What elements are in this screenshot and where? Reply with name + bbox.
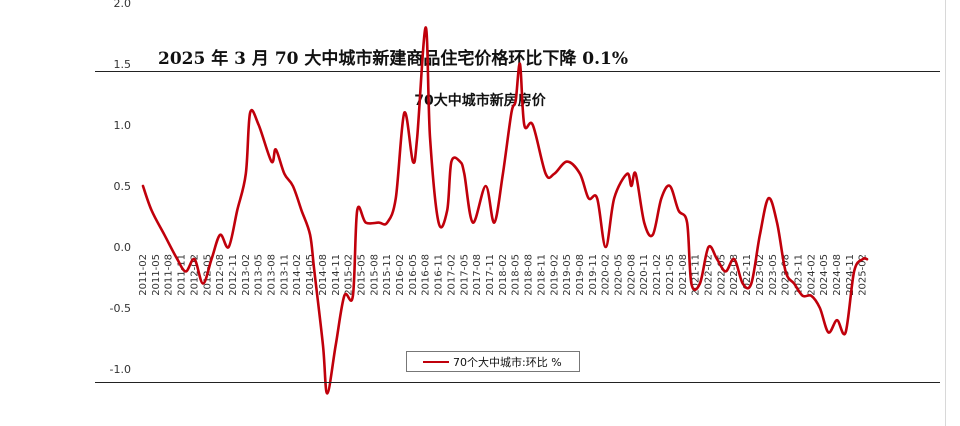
x-tick-label: 2020-05 [614,254,625,296]
x-tick-label: 2013-08 [267,254,278,296]
x-tick-label: 2017-05 [459,254,470,296]
x-tick-label: 2019-11 [588,254,599,296]
x-tick-label: 2018-02 [498,254,509,296]
x-tick-label: 2021-11 [691,254,702,296]
x-tick-label: 2011-05 [151,254,162,296]
x-tick-label: 2023-02 [755,254,766,296]
x-tick-label: 2024-11 [845,254,856,296]
x-tick-label: 2013-11 [279,254,290,296]
x-tick-label: 2017-02 [446,254,457,296]
x-tick-label: 2015-02 [344,254,355,296]
x-tick-label: 2014-05 [305,254,316,296]
page-edge-divider [945,0,946,426]
x-tick-label: 2016-02 [395,254,406,296]
x-tick-label: 2019-02 [549,254,560,296]
x-tick-label: 2024-08 [832,254,843,296]
bottom-rule [95,382,940,383]
x-tick-label: 2014-08 [318,254,329,296]
x-tick-label: 2017-11 [485,254,496,296]
x-tick-label: 2012-02 [189,254,200,296]
x-tick-label: 2015-08 [369,254,380,296]
y-tick-label: 2.0 [114,0,132,10]
x-tick-label: 2019-08 [575,254,586,296]
x-tick-label: 2022-11 [742,254,753,296]
chart-legend: 70个大中城市:环比 % [406,351,580,372]
y-tick-label: 0.0 [114,241,132,254]
y-tick-label: -1.0 [110,363,131,376]
x-tick-label: 2011-11 [177,254,188,296]
x-tick-label: 2013-05 [254,254,265,296]
x-tick-label: 2018-08 [524,254,535,296]
x-tick-label: 2022-05 [716,254,727,296]
x-tick-label: 2014-02 [292,254,303,296]
x-tick-label: 2013-02 [241,254,252,296]
report-headline: 2025 年 3 月 70 大中城市新建商品住宅价格环比下降 0.1% [158,49,629,69]
x-tick-label: 2023-11 [793,254,804,296]
x-tick-label: 2017-08 [472,254,483,296]
x-tick-label: 2016-08 [421,254,432,296]
y-tick-label: 1.5 [114,58,132,71]
x-tick-label: 2021-02 [652,254,663,296]
x-tick-label: 2018-05 [511,254,522,296]
x-tick-label: 2023-05 [768,254,779,296]
x-tick-label: 2020-11 [639,254,650,296]
y-axis: 2.0 1.5 1.0 0.5 0.0 -0.5 -1.0 -1.5 [110,0,131,426]
legend-label: 70个大中城市:环比 % [453,356,562,369]
x-tick-label: 2016-05 [408,254,419,296]
x-tick-label: 2011-08 [164,254,175,296]
y-tick-label: 1.0 [114,119,132,132]
x-tick-label: 2015-05 [356,254,367,296]
x-tick-label: 2015-11 [382,254,393,296]
x-tick-label: 2019-05 [562,254,573,296]
x-tick-label: 2021-05 [665,254,676,296]
x-tick-label: 2018-11 [536,254,547,296]
x-tick-label: 2022-08 [729,254,740,296]
y-tick-label: 0.5 [114,180,132,193]
y-tick-label: -1.5 [110,424,131,426]
x-tick-label: 2024-02 [806,254,817,296]
x-tick-label: 2012-08 [215,254,226,296]
y-tick-label: -0.5 [110,302,131,315]
series-line [141,26,869,395]
x-tick-label: 2024-05 [819,254,830,296]
x-tick-label: 2021-08 [678,254,689,296]
x-tick-label: 2011-02 [138,254,149,296]
plot-area [141,26,869,395]
x-tick-label: 2016-11 [434,254,445,296]
x-tick-label: 2012-11 [228,254,239,296]
x-tick-label: 2025-02 [858,254,869,296]
x-tick-label: 2022-02 [703,254,714,296]
x-tick-label: 2014-11 [331,254,342,296]
legend-swatch [423,361,449,363]
x-axis: 2011-02 2011-05 2011-08 2011-11 2012-02 2012-… [138,254,869,296]
x-tick-label: 2020-02 [601,254,612,296]
x-tick-label: 2020-08 [626,254,637,296]
